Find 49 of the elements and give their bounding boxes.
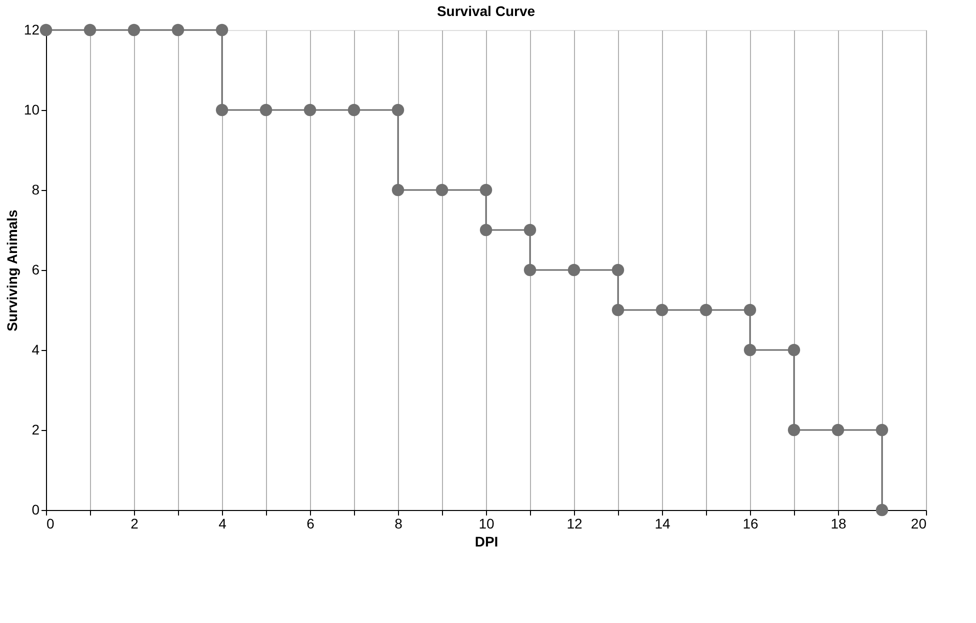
x-tick-label: 6 (306, 516, 315, 532)
point (172, 24, 184, 36)
y-tick-label: 12 (24, 22, 40, 38)
y-tick-label: 8 (32, 182, 40, 198)
point (524, 264, 536, 276)
point (744, 304, 756, 316)
x-axis-title: DPI (474, 534, 498, 550)
x-tick-label: 10 (478, 516, 494, 532)
point (392, 104, 404, 116)
point (788, 344, 800, 356)
x-tick-label: 8 (394, 516, 403, 532)
point (216, 24, 228, 36)
point (436, 184, 448, 196)
x-tick-label: 18 (830, 516, 846, 532)
x-tick-label: 2 (130, 516, 139, 532)
point (700, 304, 712, 316)
point (876, 504, 888, 516)
point (260, 104, 272, 116)
y-tick-label: 2 (32, 422, 40, 438)
point (832, 424, 844, 436)
point (392, 184, 404, 196)
x-tick-label: 4 (218, 516, 227, 532)
point (480, 224, 492, 236)
point (304, 104, 316, 116)
x-tick-label: 12 (566, 516, 582, 532)
chart-title: Survival Curve (436, 3, 536, 19)
point (612, 264, 624, 276)
point (568, 264, 580, 276)
point (524, 224, 536, 236)
point (788, 424, 800, 436)
y-tick-label: 0 (32, 502, 40, 518)
x-tick-label: 14 (654, 516, 670, 532)
point (480, 184, 492, 196)
point (876, 424, 888, 436)
point (744, 344, 756, 356)
point (128, 24, 140, 36)
y-axis-title: Surviving Animals (4, 209, 20, 332)
y-tick-label: 6 (32, 262, 40, 278)
point (216, 104, 228, 116)
point (348, 104, 360, 116)
point (84, 24, 96, 36)
x-tick-label: 0 (46, 516, 54, 532)
x-tick-label: 16 (742, 516, 758, 532)
y-tick-label: 10 (24, 102, 40, 118)
point (656, 304, 668, 316)
x-tick-label: 20 (910, 516, 927, 532)
point (40, 24, 52, 36)
y-tick-label: 4 (32, 342, 40, 358)
point (612, 304, 624, 316)
